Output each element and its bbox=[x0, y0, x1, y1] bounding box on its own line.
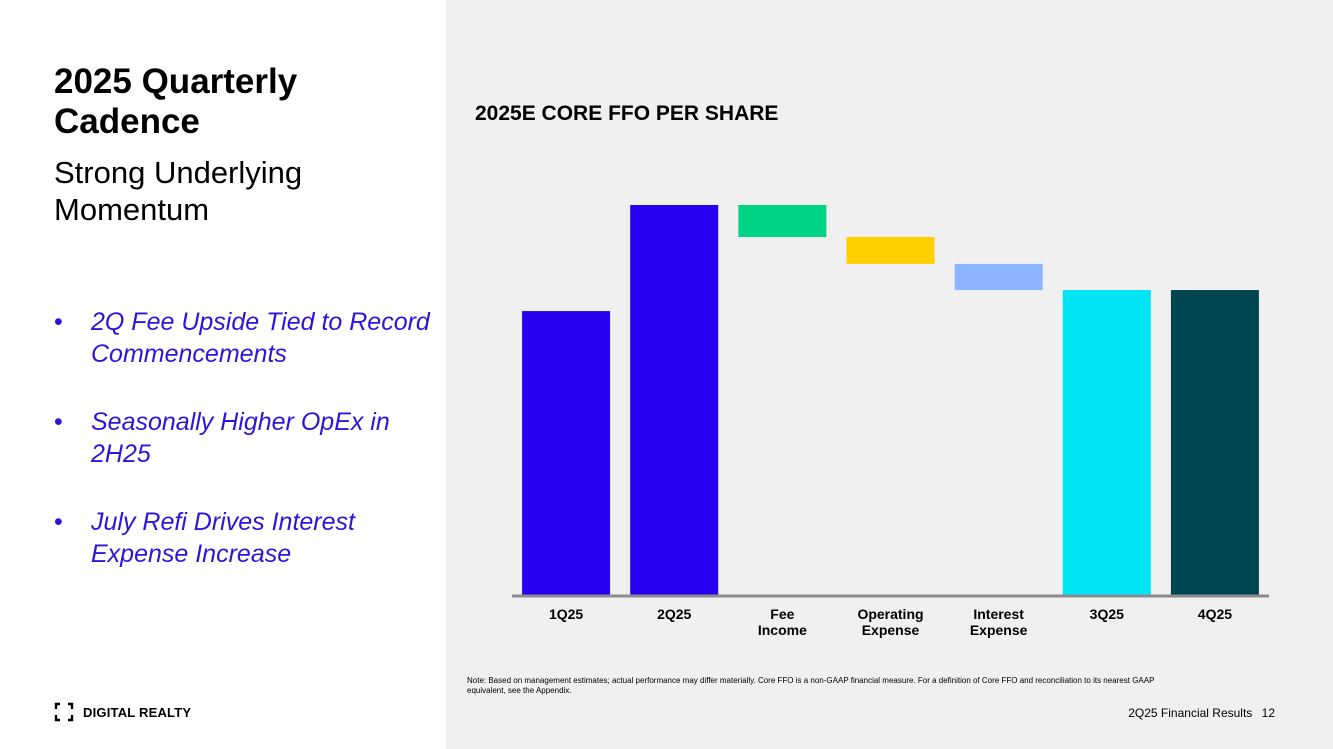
bullet-item: • 2Q Fee Upside Tied to Record Commencem… bbox=[54, 306, 434, 370]
x-tick-label: 3Q25 bbox=[1090, 606, 1124, 622]
x-tick-label: 1Q25 bbox=[549, 606, 583, 622]
waterfall-chart: 1Q25 2Q25 Fee Income Operating Expense Interes… bbox=[512, 205, 1269, 638]
x-tick-label: Fee Income bbox=[758, 606, 807, 638]
bullet-text: Seasonally Higher OpEx in 2H25 bbox=[91, 408, 390, 468]
chart-title: 2025E CORE FFO PER SHARE bbox=[475, 102, 779, 125]
left-panel: 2025 Quarterly Cadence Strong Underlying… bbox=[0, 0, 446, 749]
slide-subtitle: Strong Underlying Momentum bbox=[54, 155, 303, 227]
footnote: Note: Based on management estimates; act… bbox=[467, 676, 1155, 695]
bar-3q25 bbox=[1062, 290, 1151, 595]
bar-1q25 bbox=[522, 311, 611, 595]
page-footer: 2Q25 Financial Results 12 bbox=[1122, 706, 1275, 720]
bullet-list: • 2Q Fee Upside Tied to Record Commencem… bbox=[54, 306, 434, 606]
bullet-marker: • bbox=[54, 408, 63, 436]
x-tick-label: Operating Expense bbox=[857, 606, 923, 638]
logo-text: DIGITAL REALTY bbox=[83, 704, 192, 720]
page-number: 12 bbox=[1261, 706, 1275, 720]
slide-title: 2025 Quarterly Cadence bbox=[54, 62, 298, 141]
x-tick-label: 4Q25 bbox=[1198, 606, 1232, 622]
company-logo: DIGITAL REALTY bbox=[54, 702, 191, 722]
bar-interest-expense bbox=[954, 263, 1043, 291]
bracket-logo-icon bbox=[54, 702, 74, 722]
bar-operating-expense bbox=[846, 236, 935, 264]
bullet-item: • July Refi Drives Interest Expense Incr… bbox=[54, 506, 434, 570]
bullet-marker: • bbox=[54, 308, 63, 336]
footer-label: 2Q25 Financial Results bbox=[1128, 706, 1253, 720]
bullet-marker: • bbox=[54, 508, 63, 536]
bullet-text: 2Q Fee Upside Tied to Record Commencemen… bbox=[91, 308, 430, 368]
bar-fee-income bbox=[738, 205, 827, 237]
bullet-text: July Refi Drives Interest Expense Increa… bbox=[91, 508, 355, 568]
bar-4q25 bbox=[1170, 290, 1259, 595]
bullet-item: • Seasonally Higher OpEx in 2H25 bbox=[54, 406, 434, 470]
x-tick-label: 2Q25 bbox=[657, 606, 691, 622]
x-tick-label: Interest Expense bbox=[970, 606, 1028, 638]
bar-2q25 bbox=[630, 205, 719, 595]
